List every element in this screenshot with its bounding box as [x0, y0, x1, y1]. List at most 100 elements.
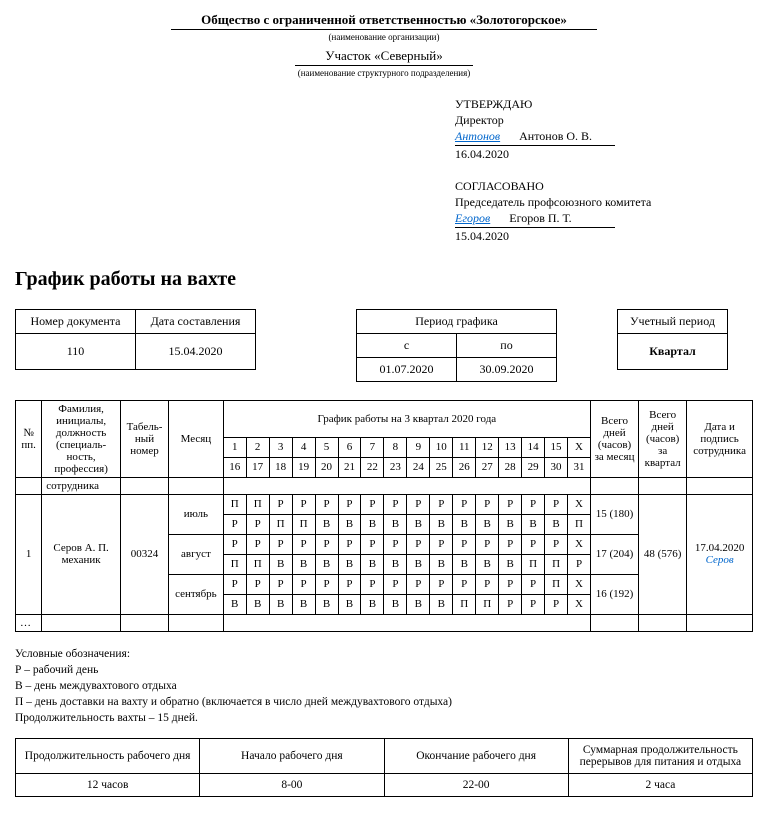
h-day: 13 [499, 437, 522, 457]
day-cell: П [223, 554, 246, 574]
h-period-from: с [357, 333, 457, 357]
ellipsis-row: … [16, 614, 42, 631]
total-quarter: 48 (576) [639, 494, 687, 614]
day-cell: Р [338, 534, 361, 554]
h-total-quarter: Всего дней (часов) за квартал [639, 400, 687, 477]
h-breaks: Суммарная продолжительность перерывов дл… [568, 739, 752, 774]
emp-sign-name: Серов [689, 554, 750, 566]
day-cell: В [522, 514, 545, 534]
day-cell: В [430, 514, 453, 534]
h-day: 22 [361, 457, 384, 477]
org-caption-1: (наименование организации) [15, 32, 753, 42]
day-cell: В [453, 514, 476, 534]
h-day: 26 [453, 457, 476, 477]
day-cell: П [568, 514, 591, 534]
legend-title: Условные обозначения: [15, 646, 753, 662]
agree-signature: Егоров [455, 211, 506, 225]
period-table: Период графика с по 01.07.2020 30.09.202… [356, 309, 557, 382]
h-day: 9 [407, 437, 430, 457]
day-cell: В [361, 554, 384, 574]
day-cell: Р [522, 574, 545, 594]
org-header: Общество с ограниченной ответственностью… [15, 12, 753, 78]
month-sep: сентябрь [169, 574, 224, 614]
day-cell: Р [269, 534, 292, 554]
day-cell: В [315, 554, 338, 574]
legend-l1: Р – рабочий день [15, 662, 753, 678]
h-period-to: по [457, 333, 557, 357]
day-cell: Р [384, 494, 407, 514]
day-cell: Р [499, 574, 522, 594]
v-breaks: 2 часа [568, 774, 752, 797]
day-cell: Р [545, 534, 568, 554]
day-cell: В [407, 594, 430, 614]
day-cell: Р [545, 594, 568, 614]
day-cell: В [476, 554, 499, 574]
h-graph: График работы на 3 квартал 2020 года [223, 400, 590, 437]
h-total-month: Всего дней (часов) за месяц [590, 400, 638, 477]
day-cell: Р [292, 494, 315, 514]
org-caption-2: (наименование структурного подразделения… [15, 68, 753, 78]
day-cell: Р [361, 534, 384, 554]
day-cell: В [499, 554, 522, 574]
day-cell: В [269, 554, 292, 574]
day-cell: В [476, 514, 499, 534]
day-cell: Р [568, 554, 591, 574]
day-cell: Р [315, 574, 338, 594]
day-cell: Р [499, 534, 522, 554]
day-cell: Р [269, 574, 292, 594]
day-cell: Р [223, 514, 246, 534]
day-cell: Р [361, 494, 384, 514]
workday-table: Продолжительность рабочего дня Начало ра… [15, 738, 753, 797]
day-cell: В [384, 594, 407, 614]
day-cell: В [338, 514, 361, 534]
day-cell: В [430, 554, 453, 574]
day-cell: Х [568, 574, 591, 594]
day-cell: Р [453, 494, 476, 514]
h-day: 5 [315, 437, 338, 457]
day-cell: Р [407, 574, 430, 594]
approve-title: УТВЕРЖДАЮ [455, 96, 753, 112]
day-cell: В [499, 514, 522, 534]
h-day: 3 [269, 437, 292, 457]
month-aug: август [169, 534, 224, 574]
h-day: 17 [246, 457, 269, 477]
h-day: 18 [269, 457, 292, 477]
day-cell: В [292, 554, 315, 574]
day-cell: Р [499, 494, 522, 514]
day-cell: В [384, 514, 407, 534]
legend-l4: Продолжительность вахты – 15 дней. [15, 710, 753, 726]
day-cell: Х [568, 494, 591, 514]
day-cell: В [361, 514, 384, 534]
h-sign: Дата и подпись сотрудника [687, 400, 753, 477]
day-cell: П [246, 554, 269, 574]
total-sep: 16 (192) [590, 574, 638, 614]
h-month: Месяц [169, 400, 224, 477]
h-doc-date: Дата составления [136, 309, 256, 333]
day-cell: Р [361, 574, 384, 594]
day-cell: В [223, 594, 246, 614]
dept-name: Участок «Северный» [295, 48, 472, 66]
day-cell: Р [315, 494, 338, 514]
day-cell: В [407, 514, 430, 534]
h-day: 8 [384, 437, 407, 457]
h-period: Период графика [357, 309, 557, 333]
h-day: 11 [453, 437, 476, 457]
h-day: 30 [545, 457, 568, 477]
day-cell: Р [476, 534, 499, 554]
total-jul: 15 (180) [590, 494, 638, 534]
h-day: 16 [223, 457, 246, 477]
h-day: 4 [292, 437, 315, 457]
day-cell: Р [522, 594, 545, 614]
day-cell: Р [522, 534, 545, 554]
day-cell: П [246, 494, 269, 514]
h-day: 29 [522, 457, 545, 477]
h-day: 15 [545, 437, 568, 457]
day-cell: Р [246, 534, 269, 554]
day-cell: П [522, 554, 545, 574]
day-cell: Р [476, 494, 499, 514]
h-dur: Продолжительность рабочего дня [16, 739, 200, 774]
h-tabnum: Табель­ный номер [120, 400, 168, 477]
agree-name: Егоров П. Т. [509, 211, 571, 225]
h-day: 21 [338, 457, 361, 477]
day-cell: В [407, 554, 430, 574]
